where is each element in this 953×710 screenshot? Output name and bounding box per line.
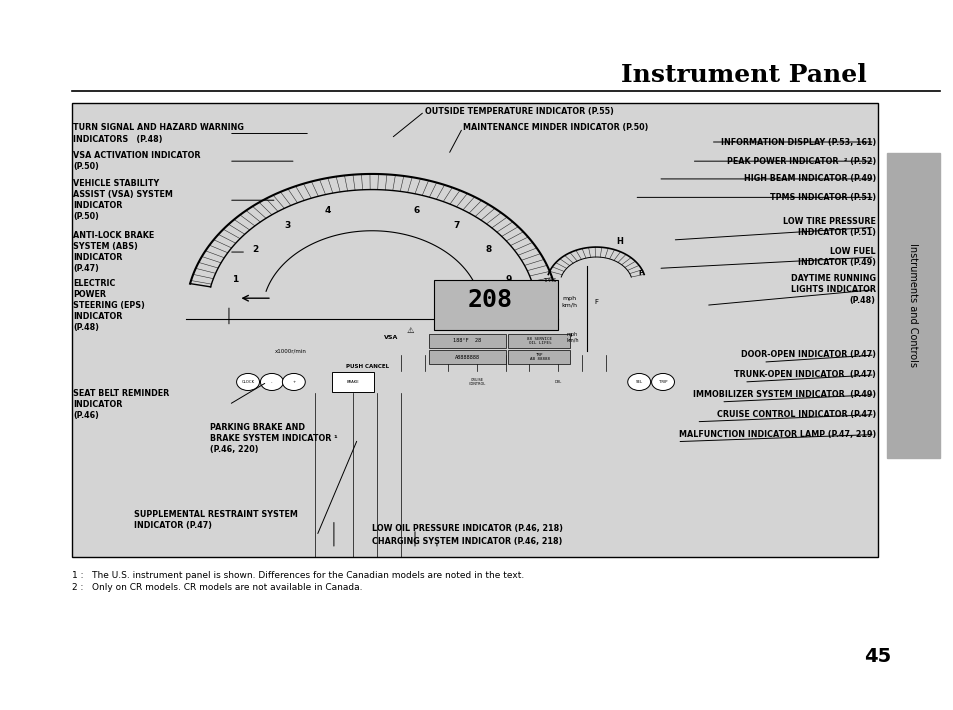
- Bar: [429, 334, 505, 348]
- Text: 7: 7: [453, 222, 459, 230]
- Text: SUPPLEMENTAL RESTRAINT SYSTEM
INDICATOR (P.47): SUPPLEMENTAL RESTRAINT SYSTEM INDICATOR …: [133, 510, 297, 530]
- Circle shape: [236, 373, 259, 391]
- Bar: [429, 350, 505, 364]
- Text: x1000r/min: x1000r/min: [274, 349, 307, 354]
- Text: -: -: [271, 380, 273, 384]
- Text: MALFUNCTION INDICATOR LAMP (P.47, 219): MALFUNCTION INDICATOR LAMP (P.47, 219): [678, 430, 875, 439]
- Text: BRAKE: BRAKE: [346, 380, 359, 384]
- Text: 208: 208: [467, 288, 512, 312]
- Bar: [434, 280, 558, 330]
- Text: CRUISE
CONTROL: CRUISE CONTROL: [468, 378, 485, 386]
- Text: VSA: VSA: [383, 334, 398, 340]
- Text: IMMOBILIZER SYSTEM INDICATOR  (P.49): IMMOBILIZER SYSTEM INDICATOR (P.49): [692, 391, 875, 399]
- Text: 3: 3: [284, 222, 291, 230]
- Circle shape: [260, 373, 283, 391]
- Text: 1: 1: [232, 275, 238, 284]
- Text: CHARGING SYSTEM INDICATOR (P.46, 218): CHARGING SYSTEM INDICATOR (P.46, 218): [372, 537, 562, 545]
- Text: 9: 9: [505, 275, 512, 284]
- Text: PEAK POWER INDICATOR  ² (P.52): PEAK POWER INDICATOR ² (P.52): [726, 157, 875, 165]
- Text: PUSH CANCEL: PUSH CANCEL: [345, 364, 389, 369]
- Text: LOW FUEL
INDICATOR (P.49): LOW FUEL INDICATOR (P.49): [797, 247, 875, 267]
- Text: INFORMATION DISPLAY (P.53, 161): INFORMATION DISPLAY (P.53, 161): [720, 138, 875, 146]
- Text: DAYTIME RUNNING
LIGHTS INDICATOR
(P.48): DAYTIME RUNNING LIGHTS INDICATOR (P.48): [790, 274, 875, 305]
- Circle shape: [627, 373, 650, 391]
- Bar: [508, 350, 570, 364]
- Text: MAINTENANCE MINDER INDICATOR (P.50): MAINTENANCE MINDER INDICATOR (P.50): [462, 124, 647, 132]
- Text: LOW OIL PRESSURE INDICATOR (P.46, 218): LOW OIL PRESSURE INDICATOR (P.46, 218): [372, 525, 562, 533]
- Text: 4: 4: [324, 206, 331, 215]
- Text: DRL: DRL: [554, 380, 561, 384]
- Text: VEHICLE STABILITY
ASSIST (VSA) SYSTEM
INDICATOR
(P.50): VEHICLE STABILITY ASSIST (VSA) SYSTEM IN…: [73, 179, 173, 222]
- Bar: [508, 334, 570, 348]
- Text: Instruments and Controls: Instruments and Controls: [907, 244, 918, 367]
- Circle shape: [651, 373, 674, 391]
- Text: ELECTRIC
POWER
STEERING (EPS)
INDICATOR
(P.48): ELECTRIC POWER STEERING (EPS) INDICATOR …: [73, 278, 145, 332]
- Text: 188°F  28: 188°F 28: [453, 338, 481, 344]
- Text: 1 :   The U.S. instrument panel is shown. Differences for the Canadian models ar: 1 : The U.S. instrument panel is shown. …: [71, 571, 523, 579]
- Text: DOOR-OPEN INDICATOR (P.47): DOOR-OPEN INDICATOR (P.47): [740, 351, 875, 359]
- Text: ANTI-LOCK BRAKE
SYSTEM (ABS)
INDICATOR
(P.47): ANTI-LOCK BRAKE SYSTEM (ABS) INDICATOR (…: [73, 231, 154, 273]
- Text: +: +: [292, 380, 295, 384]
- Text: CRUISE CONTROL INDICATOR (P.47): CRUISE CONTROL INDICATOR (P.47): [716, 410, 875, 419]
- Bar: [71, 103, 877, 557]
- Text: Instrument Panel: Instrument Panel: [620, 62, 866, 87]
- Text: 45: 45: [863, 648, 890, 666]
- Text: 2: 2: [253, 245, 258, 254]
- Text: 2 :   Only on CR models. CR models are not available in Canada.: 2 : Only on CR models. CR models are not…: [71, 584, 362, 592]
- Text: SEAT BELT REMINDER
INDICATOR
(P.46): SEAT BELT REMINDER INDICATOR (P.46): [73, 389, 170, 420]
- Text: H: H: [616, 237, 623, 246]
- Text: HIGH BEAM INDICATOR (P.49): HIGH BEAM INDICATOR (P.49): [742, 175, 875, 183]
- Text: TPMS INDICATOR (P.51): TPMS INDICATOR (P.51): [769, 193, 875, 202]
- Text: VSA ACTIVATION INDICATOR
(P.50): VSA ACTIVATION INDICATOR (P.50): [73, 151, 201, 171]
- Text: F: F: [594, 299, 598, 305]
- Text: 8: 8: [485, 245, 491, 254]
- Text: OUTSIDE TEMPERATURE INDICATOR (P.55): OUTSIDE TEMPERATURE INDICATOR (P.55): [424, 107, 613, 116]
- Text: ⚠: ⚠: [406, 326, 414, 334]
- Text: LOW TIRE PRESSURE
INDICATOR (P.51): LOW TIRE PRESSURE INDICATOR (P.51): [782, 217, 875, 237]
- Text: TRUNK-OPEN INDICATOR  (P.47): TRUNK-OPEN INDICATOR (P.47): [733, 371, 875, 379]
- Text: F: F: [639, 271, 642, 276]
- Text: mph
km/h: mph km/h: [565, 332, 578, 343]
- Text: TRIP: TRIP: [659, 380, 666, 384]
- Text: TRP
AB 88888: TRP AB 88888: [530, 353, 549, 361]
- Text: PARKING BRAKE AND
BRAKE SYSTEM INDICATOR ¹
(P.46, 220): PARKING BRAKE AND BRAKE SYSTEM INDICATOR…: [210, 423, 337, 454]
- Bar: [886, 153, 939, 458]
- Text: SEL: SEL: [635, 380, 642, 384]
- Text: CLOCK: CLOCK: [241, 380, 254, 384]
- Text: TURN SIGNAL AND HAZARD WARNING
INDICATORS   (P.48): TURN SIGNAL AND HAZARD WARNING INDICATOR…: [73, 124, 244, 143]
- Text: mph
km/h: mph km/h: [561, 296, 577, 307]
- Text: 6: 6: [413, 206, 419, 215]
- Text: 88 SERVICE
OIL LIFE%: 88 SERVICE OIL LIFE%: [527, 337, 552, 345]
- Circle shape: [282, 373, 305, 391]
- Text: A8888888: A8888888: [455, 354, 479, 360]
- Bar: [332, 372, 374, 392]
- Text: TPMS: TPMS: [542, 278, 556, 283]
